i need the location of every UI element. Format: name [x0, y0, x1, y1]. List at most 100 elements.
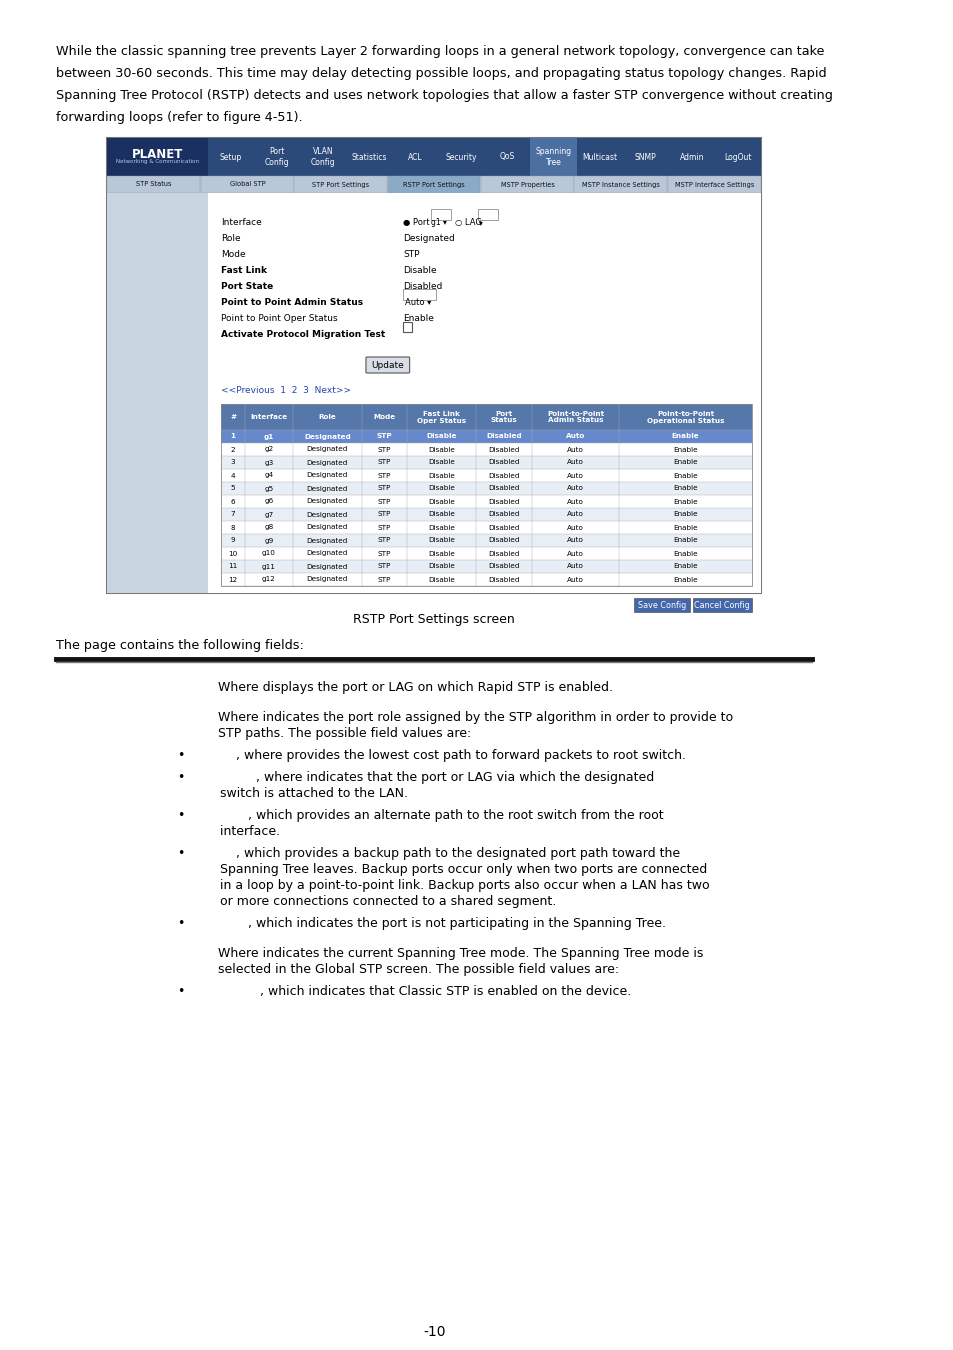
- Text: Auto: Auto: [566, 472, 583, 478]
- Text: Enable: Enable: [673, 472, 698, 478]
- Text: Auto ▾: Auto ▾: [405, 298, 431, 306]
- Bar: [221, 431, 751, 443]
- Text: Disabled: Disabled: [403, 282, 442, 292]
- Text: •: •: [177, 917, 185, 930]
- Text: Disabled: Disabled: [488, 486, 519, 491]
- Text: Enable: Enable: [673, 459, 698, 466]
- Text: Disabled: Disabled: [488, 512, 519, 517]
- Text: STP: STP: [377, 459, 391, 466]
- Text: Auto: Auto: [566, 563, 583, 570]
- Text: STP: STP: [377, 472, 391, 478]
- Text: STP Status: STP Status: [136, 181, 172, 188]
- Text: Enable: Enable: [673, 447, 698, 452]
- Text: Disable: Disable: [428, 576, 455, 582]
- Text: Disable: Disable: [428, 537, 455, 544]
- Text: •: •: [177, 986, 185, 998]
- Text: in a loop by a point-to-point link. Backup ports also occur when a LAN has two: in a loop by a point-to-point link. Back…: [195, 879, 709, 892]
- Text: Designated: Designated: [306, 486, 348, 491]
- Text: MSTP Instance Settings: MSTP Instance Settings: [581, 181, 659, 188]
- Text: While the classic spanning tree prevents Layer 2 forwarding loops in a general n: While the classic spanning tree prevents…: [56, 45, 824, 58]
- Text: g3: g3: [264, 459, 274, 466]
- Text: ● Port: ● Port: [403, 217, 430, 227]
- Text: Auto: Auto: [566, 512, 583, 517]
- Text: 11: 11: [229, 563, 237, 570]
- Text: Point to Point Admin Status: Point to Point Admin Status: [221, 298, 363, 306]
- Text: Spanning Tree leaves. Backup ports occur only when two ports are connected: Spanning Tree leaves. Backup ports occur…: [195, 863, 706, 876]
- Text: Enable: Enable: [673, 498, 698, 505]
- Text: Mode: Mode: [373, 414, 395, 420]
- Text: MSTP Interface Settings: MSTP Interface Settings: [674, 181, 753, 188]
- Bar: [221, 468, 751, 482]
- Bar: [221, 560, 751, 572]
- Text: Disabled: Disabled: [488, 498, 519, 505]
- Text: Enable: Enable: [673, 537, 698, 544]
- Text: •: •: [177, 809, 185, 822]
- Text: Designated: Designated: [306, 447, 348, 452]
- Text: Mode: Mode: [221, 250, 246, 259]
- Text: Disabled: Disabled: [488, 551, 519, 556]
- Text: Disabled: Disabled: [488, 537, 519, 544]
- Text: selected in the Global STP screen. The possible field values are:: selected in the Global STP screen. The p…: [218, 963, 618, 976]
- Text: Disable: Disable: [428, 472, 455, 478]
- Text: The page contains the following fields:: The page contains the following fields:: [56, 639, 304, 652]
- Bar: [221, 495, 751, 508]
- Text: Auto: Auto: [566, 459, 583, 466]
- Text: STP paths. The possible field values are:: STP paths. The possible field values are…: [218, 728, 471, 740]
- Text: Disable: Disable: [428, 512, 455, 517]
- Text: MSTP Properties: MSTP Properties: [500, 181, 554, 188]
- Text: 1: 1: [231, 433, 235, 440]
- Text: Activate Protocol Migration Test: Activate Protocol Migration Test: [221, 329, 385, 339]
- Text: Port
Config: Port Config: [264, 147, 289, 166]
- Text: Enable: Enable: [673, 512, 698, 517]
- Text: Enable: Enable: [671, 433, 699, 440]
- Text: , which indicates that Classic STP is enabled on the device.: , which indicates that Classic STP is en…: [195, 986, 630, 998]
- Text: g6: g6: [264, 498, 274, 505]
- Text: Point-to-Point
Operational Status: Point-to-Point Operational Status: [646, 410, 723, 424]
- Text: PLANET: PLANET: [132, 148, 183, 161]
- Text: STP Port Settings: STP Port Settings: [312, 181, 369, 188]
- Bar: [574, 176, 666, 193]
- Bar: [221, 456, 751, 468]
- Bar: [430, 209, 450, 220]
- Bar: [221, 572, 751, 586]
- Text: Disable: Disable: [428, 551, 455, 556]
- Text: SNMP: SNMP: [634, 153, 656, 162]
- Text: Disable: Disable: [428, 563, 455, 570]
- Text: g11: g11: [262, 563, 275, 570]
- Text: Auto: Auto: [566, 486, 583, 491]
- Text: switch is attached to the LAN.: switch is attached to the LAN.: [195, 787, 407, 801]
- Text: , which provides an alternate path to the root switch from the root: , which provides an alternate path to th…: [195, 809, 662, 822]
- Text: or more connections connected to a shared segment.: or more connections connected to a share…: [195, 895, 556, 909]
- Bar: [667, 176, 760, 193]
- Text: , which indicates the port is not participating in the Spanning Tree.: , which indicates the port is not partic…: [195, 917, 665, 930]
- Bar: [108, 138, 760, 593]
- Text: g9: g9: [264, 537, 274, 544]
- Text: Point to Point Oper Status: Point to Point Oper Status: [221, 315, 337, 323]
- Text: Auto: Auto: [566, 576, 583, 582]
- Text: Fast Link
Oper Status: Fast Link Oper Status: [416, 410, 465, 424]
- Text: Statistics: Statistics: [351, 153, 386, 162]
- Text: 7: 7: [231, 512, 235, 517]
- Text: STP: STP: [376, 433, 392, 440]
- Text: g7: g7: [264, 512, 274, 517]
- Text: Setup: Setup: [219, 153, 241, 162]
- Text: , where provides the lowest cost path to forward packets to root switch.: , where provides the lowest cost path to…: [195, 749, 685, 761]
- Text: g8: g8: [264, 525, 274, 531]
- Text: Auto: Auto: [565, 433, 584, 440]
- Bar: [403, 323, 412, 332]
- Text: Disabled: Disabled: [488, 563, 519, 570]
- Bar: [108, 176, 760, 193]
- Text: g5: g5: [264, 486, 274, 491]
- Text: STP: STP: [377, 525, 391, 531]
- Text: <<Previous  1  2  3  Next>>: <<Previous 1 2 3 Next>>: [221, 386, 351, 396]
- Text: Fast Link: Fast Link: [221, 266, 267, 275]
- Bar: [221, 535, 751, 547]
- Text: Update: Update: [371, 360, 404, 370]
- Text: QoS: QoS: [499, 153, 515, 162]
- FancyBboxPatch shape: [366, 356, 409, 373]
- Text: STP: STP: [377, 486, 391, 491]
- Text: STP: STP: [377, 563, 391, 570]
- Text: 5: 5: [231, 486, 235, 491]
- Text: Designated: Designated: [306, 498, 348, 505]
- Text: Admin: Admin: [679, 153, 703, 162]
